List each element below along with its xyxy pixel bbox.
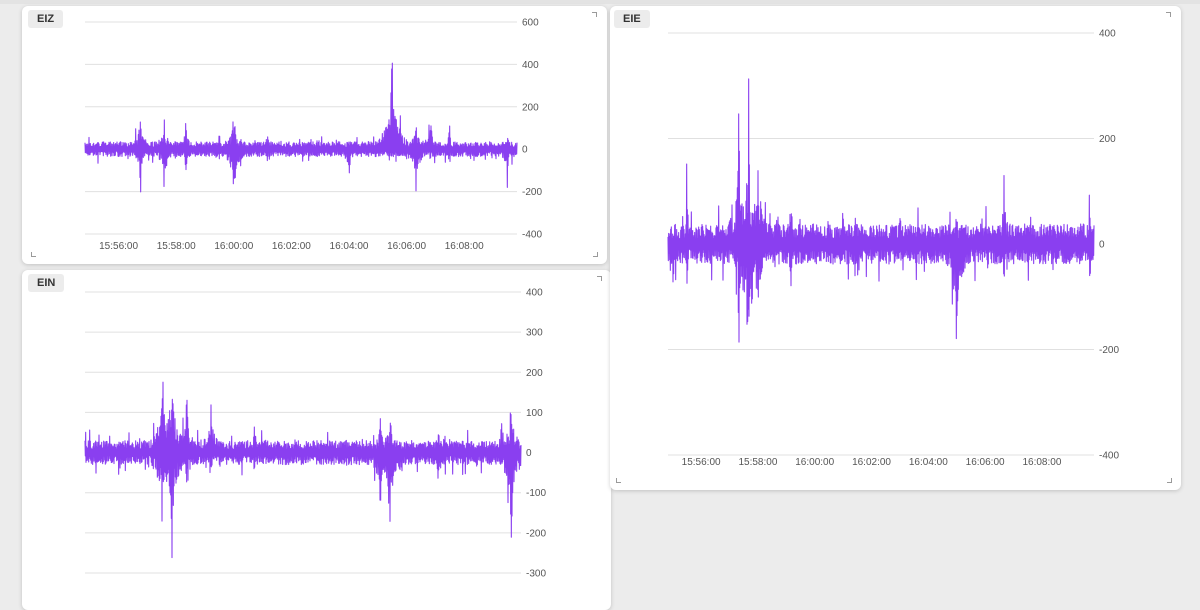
resize-corner-bottom-left[interactable] [616, 478, 621, 483]
y-tick-label: 100 [526, 408, 543, 419]
waveform-series [84, 62, 518, 193]
x-tick-label: 16:08:00 [1022, 457, 1061, 468]
x-tick-label: 16:06:00 [387, 241, 426, 252]
y-tick-label: 0 [1099, 240, 1105, 251]
resize-handle[interactable] [1167, 478, 1172, 483]
x-tick-label: 16:04:00 [909, 457, 948, 468]
x-tick-label: 16:04:00 [330, 241, 369, 252]
resize-corner-top-right[interactable] [1166, 12, 1171, 17]
x-tick-label: 15:58:00 [157, 241, 196, 252]
y-tick-label: -100 [526, 488, 546, 499]
waveform-series [84, 381, 522, 559]
y-tick-label: -200 [526, 528, 546, 539]
x-tick-label: 16:08:00 [445, 241, 484, 252]
y-tick-label: -200 [1099, 345, 1119, 356]
x-tick-label: 16:06:00 [966, 457, 1005, 468]
y-tick-label: 400 [1099, 29, 1116, 40]
chart-ein: 400 300 200 100 0 -100 -200 -300 [84, 288, 546, 580]
y-tick-label: -400 [522, 230, 542, 241]
x-tick-label: 15:56:00 [682, 457, 721, 468]
resize-corner-top-right[interactable] [592, 12, 597, 17]
y-tick-label: -200 [522, 187, 542, 198]
panel-label: EIE [614, 10, 650, 28]
panel-ein: 400 300 200 100 0 -100 -200 -300 EIN [22, 270, 611, 610]
y-tick-label: 0 [526, 448, 532, 459]
panel-eiz: 600 400 200 0 -200 -400 15:56:00 15:58:00 16:00:… [22, 6, 607, 264]
chart-eie: 400 200 0 -200 -400 15:56:00 15:58:00 16:00:00 1… [667, 29, 1119, 468]
y-tick-label: -300 [526, 569, 546, 580]
chart-eiz: 600 400 200 0 -200 -400 15:56:00 15:58:00 16:00:… [84, 18, 542, 252]
y-tick-label: 600 [522, 18, 539, 29]
y-tick-label: 400 [526, 288, 543, 299]
y-tick-label: 200 [1099, 134, 1116, 145]
y-tick-label: -400 [1099, 451, 1119, 462]
panel-label: EIN [28, 274, 65, 292]
x-tick-label: 15:58:00 [738, 457, 777, 468]
top-bar [0, 0, 1200, 4]
resize-corner-top-right[interactable] [597, 276, 602, 281]
y-tick-label: 200 [522, 102, 539, 113]
x-tick-label: 16:02:00 [272, 241, 311, 252]
y-tick-label: 200 [526, 368, 543, 379]
resize-handle[interactable] [593, 252, 598, 257]
y-tick-label: 300 [526, 328, 543, 339]
waveform-series [667, 78, 1095, 343]
x-tick-label: 16:00:00 [214, 241, 253, 252]
x-tick-label: 15:56:00 [99, 241, 138, 252]
resize-corner-bottom-left[interactable] [31, 252, 36, 257]
panel-eie: 400 200 0 -200 -400 15:56:00 15:58:00 16:00:00 1… [610, 6, 1181, 490]
y-tick-label: 400 [522, 60, 539, 71]
y-tick-label: 0 [522, 145, 528, 156]
x-tick-label: 16:02:00 [852, 457, 891, 468]
x-tick-label: 16:00:00 [795, 457, 834, 468]
panel-label: EIZ [28, 10, 64, 28]
